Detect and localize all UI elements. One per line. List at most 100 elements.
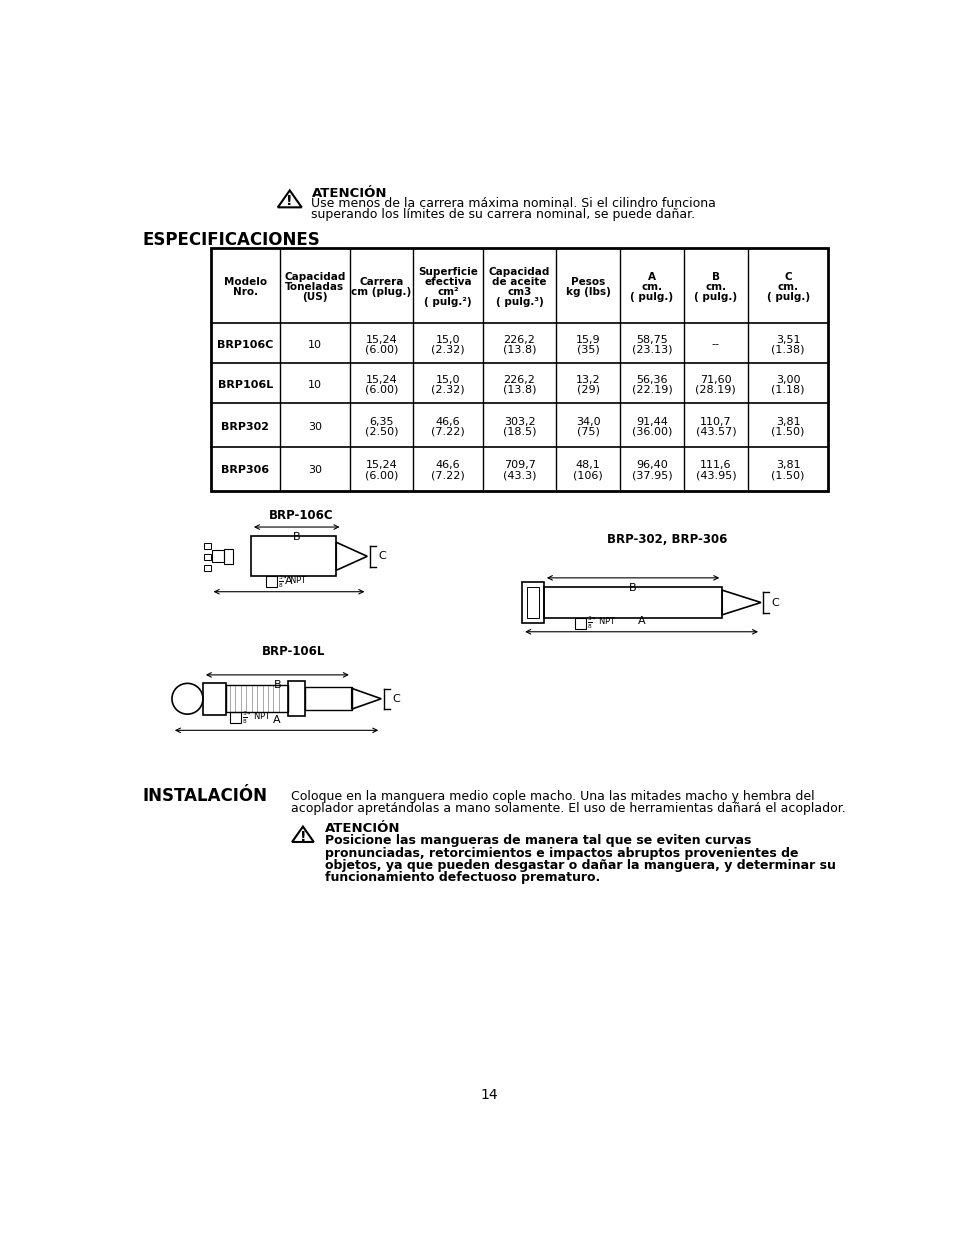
Text: superando los límites de su carrera nominal, se puede dañar.: superando los límites de su carrera nomi… xyxy=(311,209,695,221)
Text: (1.50): (1.50) xyxy=(771,426,804,436)
Text: C: C xyxy=(783,272,791,282)
Text: Toneladas: Toneladas xyxy=(285,282,344,293)
Bar xyxy=(575,618,585,629)
Text: (75): (75) xyxy=(576,426,598,436)
Text: 46,6: 46,6 xyxy=(436,461,460,471)
Text: (43.95): (43.95) xyxy=(695,471,736,480)
Text: (35): (35) xyxy=(576,345,598,354)
Text: 15,24: 15,24 xyxy=(365,374,397,384)
Text: (29): (29) xyxy=(576,384,598,395)
Text: cm (plug.): cm (plug.) xyxy=(351,288,412,298)
Text: Pesos: Pesos xyxy=(570,277,604,288)
Text: 30: 30 xyxy=(308,421,321,431)
Text: A: A xyxy=(638,616,645,626)
Bar xyxy=(212,550,224,562)
Text: INSTALACIÓN: INSTALACIÓN xyxy=(142,787,267,805)
Text: 15,24: 15,24 xyxy=(365,461,397,471)
Text: (22.19): (22.19) xyxy=(631,384,672,395)
Text: (2.50): (2.50) xyxy=(364,426,398,436)
Text: B: B xyxy=(629,583,637,593)
Bar xyxy=(211,248,827,490)
Text: C: C xyxy=(771,598,779,608)
Text: 3,81: 3,81 xyxy=(775,416,800,426)
Text: (36.00): (36.00) xyxy=(631,426,672,436)
Text: 10: 10 xyxy=(308,379,321,389)
Text: ( pulg.): ( pulg.) xyxy=(765,293,809,303)
Text: (6.00): (6.00) xyxy=(364,384,397,395)
Text: objetos, ya que pueden desgastar o dañar la manguera, y determinar su: objetos, ya que pueden desgastar o dañar… xyxy=(324,858,835,872)
Text: 13,2: 13,2 xyxy=(576,374,599,384)
Text: funcionamiento defectuoso prematuro.: funcionamiento defectuoso prematuro. xyxy=(324,871,599,884)
Text: (7.22): (7.22) xyxy=(431,471,465,480)
Text: BRP306: BRP306 xyxy=(221,466,269,475)
Text: !: ! xyxy=(299,830,306,844)
Text: 15,0: 15,0 xyxy=(436,374,460,384)
Bar xyxy=(251,536,335,577)
Text: A: A xyxy=(647,272,656,282)
Text: BRP302: BRP302 xyxy=(221,421,269,431)
Text: Posicione las mangueras de manera tal que se eviten curvas: Posicione las mangueras de manera tal qu… xyxy=(324,835,750,847)
Text: (7.22): (7.22) xyxy=(431,426,465,436)
Bar xyxy=(266,577,277,587)
Text: 3,81: 3,81 xyxy=(775,461,800,471)
Text: (1.38): (1.38) xyxy=(771,345,804,354)
Text: 303,2: 303,2 xyxy=(503,416,535,426)
Text: $\mathregular{\frac{3}{8}}$" NPT: $\mathregular{\frac{3}{8}}$" NPT xyxy=(586,615,616,631)
Text: $\mathregular{\frac{3}{8}}$" NPT: $\mathregular{\frac{3}{8}}$" NPT xyxy=(241,709,271,726)
Text: C: C xyxy=(377,551,385,561)
Text: (6.00): (6.00) xyxy=(364,345,397,354)
Text: Coloque en la manguera medio cople macho. Una las mitades macho y hembra del: Coloque en la manguera medio cople macho… xyxy=(291,789,814,803)
Text: (US): (US) xyxy=(302,293,327,303)
Text: 15,9: 15,9 xyxy=(576,335,599,345)
Text: A: A xyxy=(273,715,280,725)
Text: de aceite: de aceite xyxy=(492,277,546,288)
Text: 56,36: 56,36 xyxy=(636,374,667,384)
Text: cm.: cm. xyxy=(704,282,725,293)
Text: 3,00: 3,00 xyxy=(775,374,800,384)
Text: BRP-106C: BRP-106C xyxy=(269,509,334,521)
Text: $\mathregular{\frac{3}{8}}$" NPT: $\mathregular{\frac{3}{8}}$" NPT xyxy=(278,573,308,590)
Text: (1.18): (1.18) xyxy=(771,384,804,395)
Text: A: A xyxy=(285,577,293,587)
Text: B: B xyxy=(711,272,720,282)
Text: BRP106C: BRP106C xyxy=(217,340,274,350)
Text: ( pulg.²): ( pulg.²) xyxy=(424,298,472,308)
Text: ( pulg.): ( pulg.) xyxy=(694,293,737,303)
Text: (6.00): (6.00) xyxy=(364,471,397,480)
Text: (106): (106) xyxy=(573,471,602,480)
Text: C: C xyxy=(392,694,399,704)
Text: 709,7: 709,7 xyxy=(503,461,535,471)
Text: Carrera: Carrera xyxy=(359,277,403,288)
Text: BRP106L: BRP106L xyxy=(217,379,273,389)
Text: !: ! xyxy=(286,194,293,209)
Bar xyxy=(526,587,538,618)
Text: 226,2: 226,2 xyxy=(503,374,535,384)
Text: 6,35: 6,35 xyxy=(369,416,394,426)
Bar xyxy=(226,685,288,713)
Text: cm.: cm. xyxy=(640,282,661,293)
Text: Superficie: Superficie xyxy=(417,267,477,277)
Text: 14: 14 xyxy=(479,1088,497,1102)
Text: (18.5): (18.5) xyxy=(502,426,536,436)
Text: efectiva: efectiva xyxy=(424,277,472,288)
Text: 91,44: 91,44 xyxy=(636,416,667,426)
Bar xyxy=(203,683,226,715)
Bar xyxy=(224,548,233,564)
Text: 30: 30 xyxy=(308,466,321,475)
Text: 48,1: 48,1 xyxy=(575,461,599,471)
Text: Use menos de la carrera máxima nominal. Si el cilindro funciona: Use menos de la carrera máxima nominal. … xyxy=(311,196,716,210)
Text: (43.57): (43.57) xyxy=(695,426,736,436)
Bar xyxy=(288,680,305,716)
Text: Nro.: Nro. xyxy=(233,288,257,298)
Text: 34,0: 34,0 xyxy=(576,416,599,426)
Text: B: B xyxy=(293,532,300,542)
Text: pronunciadas, retorcimientos e impactos abruptos provenientes de: pronunciadas, retorcimientos e impactos … xyxy=(324,846,798,860)
Text: Capacidad: Capacidad xyxy=(488,267,550,277)
Text: BRP-106L: BRP-106L xyxy=(262,645,325,658)
Text: acoplador apretándolas a mano solamente. El uso de herramientas dañará el acopla: acoplador apretándolas a mano solamente.… xyxy=(291,802,845,815)
Text: 71,60: 71,60 xyxy=(700,374,731,384)
Bar xyxy=(230,713,241,722)
Text: ( pulg.³): ( pulg.³) xyxy=(496,298,543,308)
Text: (28.19): (28.19) xyxy=(695,384,736,395)
Text: (13.8): (13.8) xyxy=(502,345,536,354)
